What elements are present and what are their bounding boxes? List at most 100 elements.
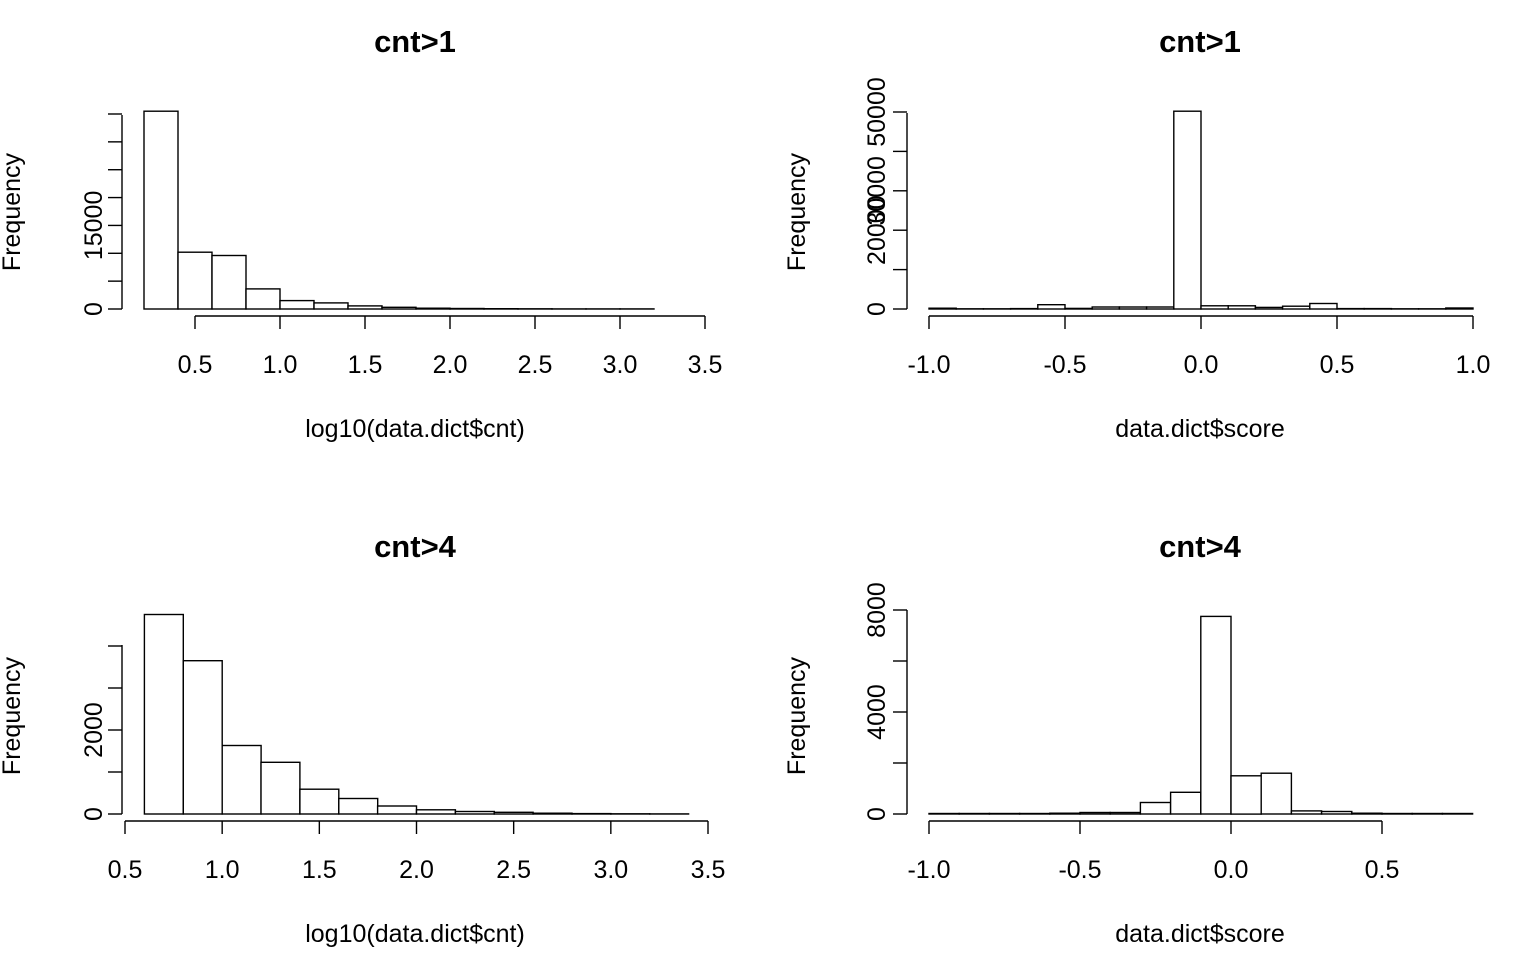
y-tick-label: 50000 bbox=[863, 77, 891, 147]
histogram-bar bbox=[182, 660, 223, 815]
x-tick-label: -0.5 bbox=[1058, 856, 1101, 884]
x-axis: -1.0 -0.5 0.0 0.5 1.0 bbox=[907, 315, 1491, 379]
histogram-bar bbox=[1260, 772, 1293, 815]
y-tick-label: 0 bbox=[80, 302, 108, 316]
histogram-bar bbox=[1173, 110, 1202, 310]
histogram-bar bbox=[928, 307, 957, 310]
panel-count-cnt1: cnt>1 log10(data.dict$cnt) Frequency 0.5… bbox=[0, 24, 722, 443]
histogram-bar bbox=[1169, 791, 1202, 815]
bars-layer bbox=[928, 615, 1474, 815]
histogram-bar bbox=[1091, 306, 1121, 310]
histogram-bar bbox=[1200, 615, 1232, 815]
x-tick-label: 1.0 bbox=[205, 856, 240, 884]
histogram-bar bbox=[1381, 812, 1413, 815]
histogram-bar bbox=[1145, 306, 1175, 310]
histogram-bar bbox=[415, 809, 457, 815]
x-axis-label: log10(data.dict$cnt) bbox=[305, 920, 525, 948]
histogram-bar bbox=[1049, 812, 1081, 815]
histogram-bar bbox=[532, 812, 573, 815]
histogram-bar bbox=[260, 761, 301, 815]
y-tick-label: 15000 bbox=[80, 191, 108, 261]
y-tick-label: 0 bbox=[863, 302, 891, 316]
histogram-bar bbox=[454, 810, 495, 815]
histogram-bar bbox=[988, 812, 1021, 815]
x-tick-label: 0.5 bbox=[1365, 856, 1400, 884]
histogram-bar bbox=[958, 812, 991, 815]
histogram-bar bbox=[1290, 810, 1323, 815]
x-tick-label: 3.5 bbox=[691, 856, 726, 884]
chart-title: cnt>1 bbox=[1159, 24, 1241, 59]
x-axis-label: data.dict$score bbox=[1115, 920, 1285, 948]
y-tick-label: 8000 bbox=[863, 582, 891, 638]
histogram-bar bbox=[1227, 305, 1257, 310]
x-axis-label: data.dict$score bbox=[1115, 415, 1285, 443]
y-tick-label: 20000 bbox=[863, 195, 891, 265]
x-tick-label: 0.5 bbox=[108, 856, 143, 884]
panel-count-cnt4: cnt>4 log10(data.dict$cnt) Frequency 0.5… bbox=[0, 529, 725, 948]
bars-layer bbox=[143, 110, 655, 310]
x-tick-label: 2.0 bbox=[433, 351, 468, 379]
histogram-bar bbox=[449, 307, 485, 310]
y-axis: 0 2000 bbox=[80, 645, 123, 821]
y-tick-label: 0 bbox=[863, 807, 891, 821]
histogram-bar bbox=[313, 302, 349, 310]
histogram-bar bbox=[245, 288, 281, 310]
y-tick-label: 30000 bbox=[863, 156, 891, 226]
x-tick-label: 0.5 bbox=[178, 351, 213, 379]
y-axis-label: Frequency bbox=[783, 656, 811, 775]
histogram-bar bbox=[928, 812, 960, 815]
histogram-bar bbox=[1118, 306, 1148, 310]
bars-layer bbox=[143, 613, 690, 815]
x-axis: 0.5 1.0 1.5 2.0 2.5 3.0 3.5 bbox=[178, 315, 722, 379]
histogram-bar bbox=[1441, 812, 1474, 815]
histogram-bar bbox=[1351, 812, 1383, 815]
y-tick-label: 0 bbox=[80, 807, 108, 821]
histogram-bar bbox=[1254, 306, 1284, 310]
x-tick-label: 0.0 bbox=[1184, 351, 1219, 379]
histogram-bar bbox=[299, 788, 340, 815]
histogram-bar bbox=[376, 805, 418, 815]
histogram-bar bbox=[177, 251, 213, 310]
histogram-bar bbox=[1320, 810, 1353, 815]
x-tick-label: 3.0 bbox=[593, 856, 628, 884]
histogram-bar bbox=[1037, 304, 1066, 310]
panel-score-cnt1: cnt>1 data.dict$score Frequency -1.0 -0.5… bbox=[783, 24, 1490, 443]
y-axis: 0 4000 8000 bbox=[863, 582, 908, 821]
histogram-bar bbox=[1230, 775, 1262, 815]
x-tick-label: 1.0 bbox=[1456, 351, 1491, 379]
x-tick-label: 2.5 bbox=[518, 351, 553, 379]
histogram-bar bbox=[347, 305, 383, 310]
x-tick-label: 1.0 bbox=[263, 351, 298, 379]
y-axis-label: Frequency bbox=[783, 152, 811, 271]
y-tick-label: 2000 bbox=[80, 702, 108, 758]
y-axis-label: Frequency bbox=[0, 152, 26, 271]
histogram-bar bbox=[1018, 812, 1051, 815]
histogram-bar bbox=[338, 797, 379, 815]
x-axis: 0.5 1.0 1.5 2.0 2.5 3.0 3.5 bbox=[108, 820, 726, 884]
histogram-bar bbox=[1109, 811, 1142, 815]
x-tick-label: 2.0 bbox=[399, 856, 434, 884]
histogram-bar bbox=[143, 110, 179, 310]
bars-layer bbox=[928, 110, 1474, 310]
x-tick-label: -1.0 bbox=[907, 856, 950, 884]
histogram-bar bbox=[415, 307, 451, 310]
x-tick-label: 0.5 bbox=[1320, 351, 1355, 379]
histogram-bar bbox=[1281, 305, 1311, 310]
x-tick-label: 1.5 bbox=[302, 856, 337, 884]
histogram-bar bbox=[1445, 307, 1474, 310]
y-tick-label: 4000 bbox=[863, 684, 891, 740]
histogram-bar bbox=[221, 744, 262, 815]
histogram-bar bbox=[143, 613, 184, 815]
y-axis-label: Frequency bbox=[0, 656, 26, 775]
chart-title: cnt>4 bbox=[1159, 529, 1242, 564]
histogram-bar bbox=[381, 306, 417, 310]
histogram-bar bbox=[1064, 307, 1093, 310]
histogram-bar bbox=[1411, 812, 1444, 815]
histogram-bar bbox=[279, 299, 315, 310]
histogram-bar bbox=[211, 254, 247, 310]
x-tick-label: 0.0 bbox=[1214, 856, 1249, 884]
y-axis: 0 15000 bbox=[80, 113, 123, 316]
x-tick-label: -0.5 bbox=[1043, 351, 1086, 379]
